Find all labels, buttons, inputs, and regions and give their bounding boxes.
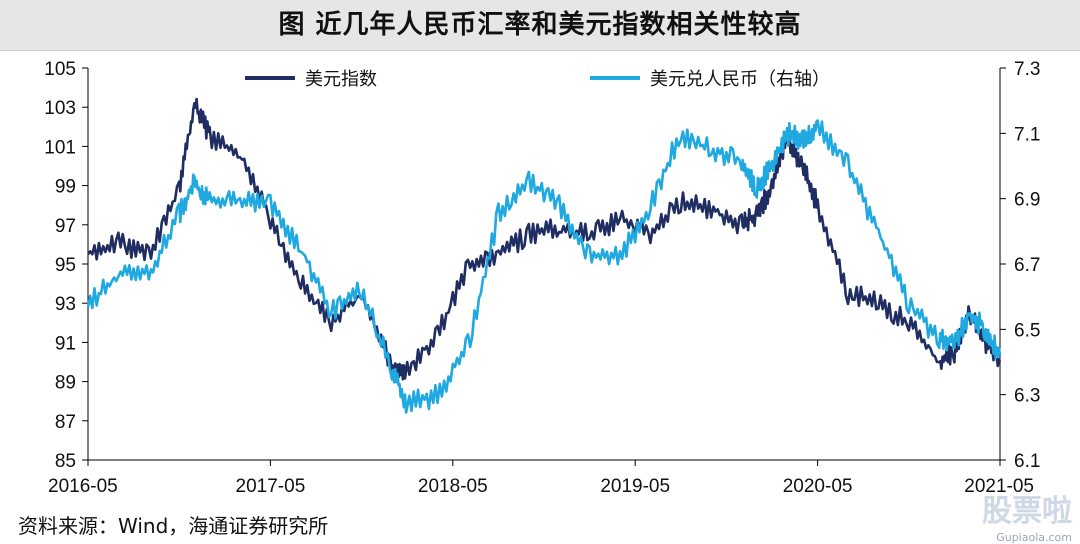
x-tick-label: 2017-05	[236, 476, 306, 497]
y-left-tick-label: 95	[55, 255, 76, 276]
y-right-tick-label: 6.1	[1014, 451, 1040, 472]
x-tick-label: 2019-05	[600, 476, 670, 497]
y-left-tick-label: 89	[55, 373, 76, 394]
y-left-tick-label: 93	[55, 294, 76, 315]
y-left-tick-label: 87	[55, 412, 76, 433]
chart: 105 103 101 99 97 95 93 91 89 87 85 7.3 7.1 6.9 6.7 6.5…	[44, 59, 1040, 497]
legend-entry-usd-index-label: 美元指数	[305, 69, 377, 90]
y-left-tick-label: 85	[55, 451, 76, 472]
watermark-url: Gupiaola.com	[996, 531, 1072, 544]
y-right-tick-label: 6.3	[1014, 386, 1040, 407]
y-left-tick-label: 99	[55, 177, 76, 198]
series-line-usdcny	[86, 119, 1002, 414]
y-left-tick-label: 105	[44, 59, 76, 80]
y-right-tick-label: 7.1	[1014, 124, 1040, 145]
title-bar	[0, 0, 1080, 51]
y-left-tick-label: 91	[55, 333, 76, 354]
x-tick-label: 2020-05	[783, 476, 853, 497]
y-right-tick-label: 6.9	[1014, 190, 1040, 211]
y-right-tick-label: 6.5	[1014, 320, 1040, 341]
page-title: 图 近几年人民币汇率和美元指数相关性较高	[278, 10, 802, 40]
y-left-tick-label: 101	[44, 137, 76, 158]
x-tick-label: 2021-05	[964, 476, 1034, 497]
y-left-tick-label: 97	[55, 216, 76, 237]
source-note: 资料来源：Wind，海通证券研究所	[18, 514, 329, 538]
x-tick-label: 2018-05	[418, 476, 488, 497]
series-layer	[86, 97, 1002, 414]
legend: 美元指数 美元兑人民币（右轴）	[245, 69, 830, 90]
y-left-tick-label: 103	[44, 98, 76, 119]
y-right-tick-label: 7.3	[1014, 59, 1040, 80]
x-tick-label: 2016-05	[48, 476, 118, 497]
y-right-tick-label: 6.7	[1014, 255, 1040, 276]
series-line-usd-index	[86, 97, 1002, 381]
watermark-logo: 股票啦	[982, 494, 1072, 529]
legend-entry-usdcny-label: 美元兑人民币（右轴）	[650, 69, 830, 90]
chart-axes: 105 103 101 99 97 95 93 91 89 87 85 7.3 7.1 6.9 6.7 6.5…	[44, 59, 1040, 497]
